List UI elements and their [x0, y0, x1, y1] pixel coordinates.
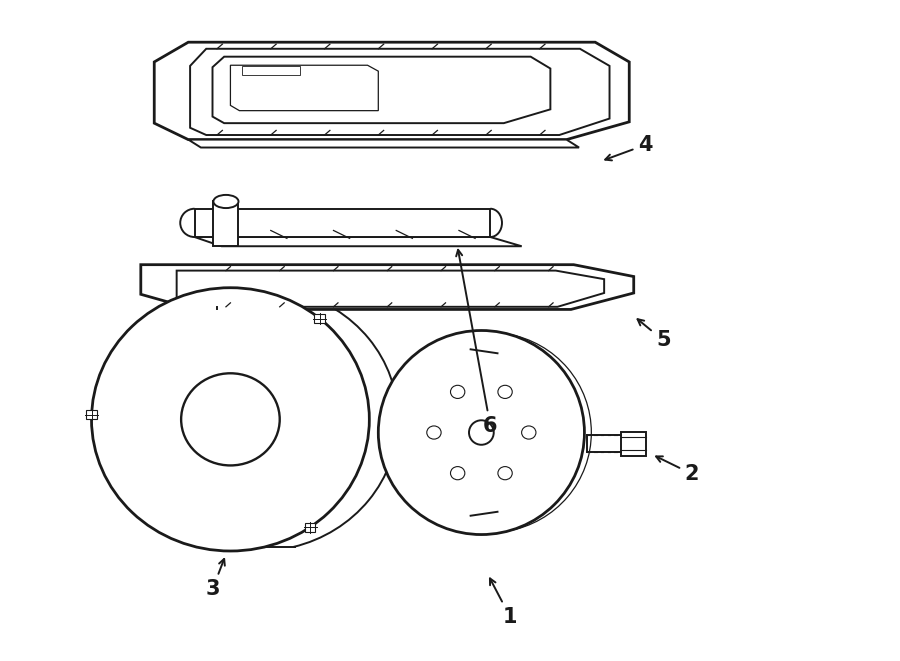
Ellipse shape [498, 467, 512, 480]
Polygon shape [194, 209, 491, 237]
Ellipse shape [92, 288, 369, 551]
Text: 6: 6 [456, 250, 498, 436]
Polygon shape [230, 65, 378, 110]
Text: 5: 5 [637, 319, 670, 350]
Bar [621, 432, 646, 455]
Bar [242, 66, 301, 75]
Ellipse shape [427, 426, 441, 439]
Ellipse shape [469, 420, 494, 445]
Ellipse shape [213, 195, 238, 208]
Text: 3: 3 [205, 559, 225, 599]
Ellipse shape [522, 426, 536, 439]
Ellipse shape [378, 330, 584, 535]
Text: 4: 4 [605, 135, 652, 161]
Ellipse shape [451, 385, 464, 399]
Polygon shape [212, 57, 551, 123]
Ellipse shape [181, 373, 280, 465]
Ellipse shape [120, 314, 342, 525]
Bar [305, 523, 316, 532]
Polygon shape [190, 49, 609, 135]
Ellipse shape [498, 385, 512, 399]
Ellipse shape [169, 362, 292, 477]
Ellipse shape [200, 391, 261, 448]
Ellipse shape [451, 467, 464, 480]
Bar [314, 314, 325, 323]
Polygon shape [154, 42, 629, 139]
Text: 2: 2 [656, 456, 699, 484]
Polygon shape [176, 270, 604, 307]
Bar [86, 410, 97, 419]
Ellipse shape [419, 371, 544, 494]
Polygon shape [194, 237, 522, 247]
Polygon shape [140, 264, 634, 309]
Ellipse shape [453, 404, 510, 461]
Text: 1: 1 [490, 578, 518, 627]
Ellipse shape [144, 338, 317, 501]
Polygon shape [188, 139, 579, 147]
Bar [213, 202, 238, 247]
